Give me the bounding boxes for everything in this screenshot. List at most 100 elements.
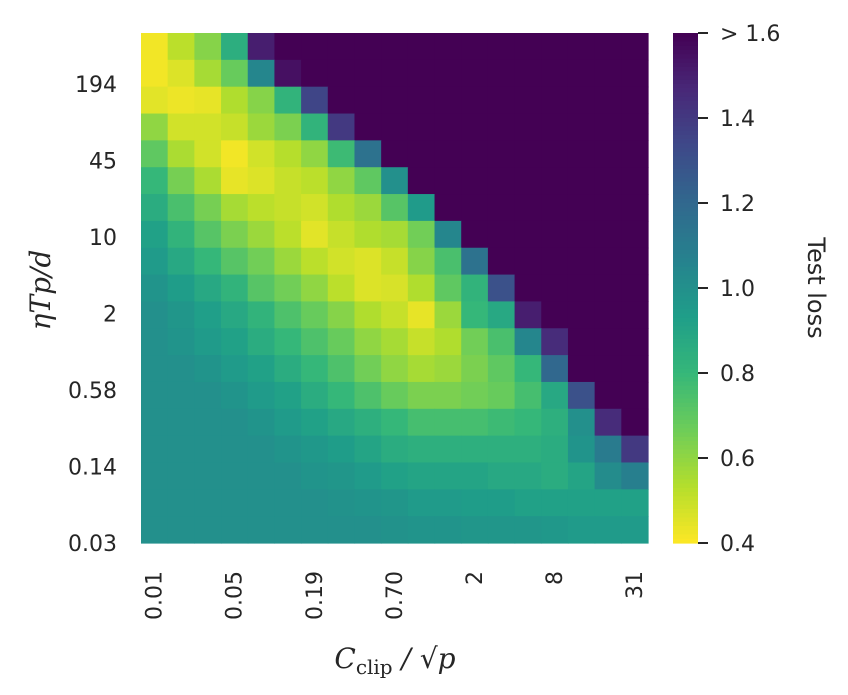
heatmap-cell	[194, 194, 222, 222]
heatmap-cell	[567, 516, 596, 544]
colorbar-segment	[673, 118, 698, 123]
heatmap-cell	[567, 140, 596, 168]
colorbar-segment	[673, 33, 698, 38]
heatmap-cell	[434, 274, 462, 303]
heatmap-cell	[621, 301, 649, 329]
heatmap-cell	[434, 462, 462, 490]
heatmap-cell	[354, 381, 382, 410]
heatmap-cell	[567, 194, 596, 222]
heatmap-cell	[194, 247, 222, 276]
heatmap-cell	[381, 408, 409, 437]
colorbar-segment	[673, 152, 698, 157]
heatmap-cell	[541, 220, 569, 249]
heatmap-cell	[274, 408, 302, 437]
heatmap-cell	[167, 194, 195, 222]
heatmap-cell	[274, 167, 302, 195]
colorbar-segment	[673, 275, 698, 281]
heatmap-cell	[487, 516, 516, 544]
heatmap-cell	[407, 220, 436, 249]
heatmap-cell	[434, 86, 462, 115]
colorbar-segment	[673, 62, 698, 68]
x-tick-label: 2	[463, 571, 488, 585]
heatmap-cell	[247, 220, 276, 249]
x-axis-ticks: 0.01 0.05 0.19 0.70 2 8 31	[143, 571, 648, 620]
colorbar-segment	[673, 500, 698, 506]
heatmap-cell	[461, 86, 489, 115]
heatmap-cell	[194, 274, 222, 303]
heatmap-cell	[274, 274, 302, 303]
heatmap-cell	[381, 59, 409, 88]
colorbar-segment	[673, 415, 698, 421]
colorbar-segment	[673, 237, 698, 242]
colorbar-segment	[673, 220, 698, 225]
colorbar-segment	[673, 262, 698, 268]
heatmap-cell	[301, 462, 329, 490]
heatmap-cell	[434, 381, 462, 410]
heatmap-cell	[247, 274, 276, 303]
heatmap-cell	[487, 489, 516, 517]
colorbar-segment	[673, 207, 698, 213]
heatmap-cell	[354, 328, 382, 356]
heatmap-cell	[221, 516, 249, 544]
heatmap-cell	[514, 113, 542, 141]
colorbar-segment	[673, 377, 698, 383]
colorbar-segment	[673, 407, 698, 412]
heatmap-cell	[514, 59, 542, 88]
colorbar-segment	[673, 147, 698, 153]
colorbar-segment	[673, 177, 698, 183]
colorbar-tick-label: > 1.6	[720, 22, 780, 47]
heatmap-cell	[461, 140, 489, 168]
heatmap-cell	[167, 516, 195, 544]
heatmap-cell	[567, 301, 596, 329]
colorbar-segment	[673, 37, 698, 43]
heatmap-cell	[327, 516, 356, 544]
heatmap-cell	[247, 489, 276, 517]
heatmap-cell	[167, 167, 195, 195]
heatmap-cell	[541, 328, 569, 356]
colorbar-segment	[673, 351, 698, 357]
heatmap-cell	[487, 220, 516, 249]
heatmap-cell	[301, 274, 329, 303]
heatmap-cell	[567, 33, 596, 61]
heatmap-cell	[381, 113, 409, 141]
heatmap-cell	[381, 328, 409, 356]
heatmap-cell	[301, 355, 329, 383]
heatmap-cell	[381, 489, 409, 517]
heatmap-cell	[487, 247, 516, 276]
heatmap-cell	[541, 86, 569, 115]
y-tick-label: 0.58	[68, 379, 117, 404]
heatmap-cell	[354, 167, 382, 195]
colorbar-segment	[673, 343, 698, 349]
heatmap-cell	[594, 194, 622, 222]
heatmap-cell	[407, 328, 436, 356]
heatmap-cell	[407, 489, 436, 517]
colorbar-segment	[673, 504, 698, 510]
colorbar-segment	[673, 339, 698, 344]
heatmap-cell	[381, 516, 409, 544]
heatmap-cell	[274, 355, 302, 383]
colorbar-segment	[673, 194, 698, 200]
heatmap-cell	[621, 220, 649, 249]
heatmap-cell	[407, 435, 436, 464]
heatmap-cell	[247, 167, 276, 195]
colorbar-segment	[673, 432, 698, 438]
heatmap-cell	[381, 220, 409, 249]
heatmap-cell	[301, 489, 329, 517]
heatmap-cell	[141, 140, 169, 168]
heatmap-cell	[461, 59, 489, 88]
colorbar-tick-label: 1.0	[720, 277, 755, 302]
heatmap-cell	[221, 33, 249, 61]
heatmap-cell	[247, 516, 276, 544]
heatmap-cell	[141, 381, 169, 410]
heatmap-cell	[621, 462, 649, 490]
heatmap-cell	[594, 33, 622, 61]
heatmap-cell	[461, 516, 489, 544]
colorbar-segment	[673, 441, 698, 446]
colorbar-segment	[673, 419, 698, 425]
heatmap-cell	[407, 274, 436, 303]
heatmap-cell	[407, 516, 436, 544]
heatmap-cell	[354, 516, 382, 544]
heatmap-cell	[167, 435, 195, 464]
heatmap-cell	[621, 489, 649, 517]
colorbar-segment	[673, 538, 698, 544]
